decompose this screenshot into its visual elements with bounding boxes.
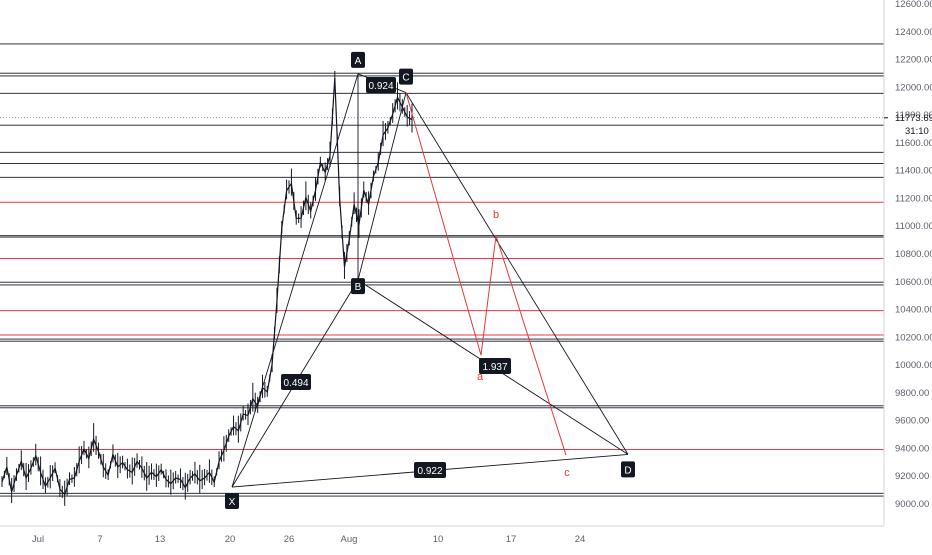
point-c-label-bg xyxy=(399,68,413,85)
time-tick-label: 20 xyxy=(225,534,236,545)
time-axis[interactable]: Jul 7 13 20 26 Aug 10 17 24 xyxy=(0,525,884,545)
point-b-label: B xyxy=(351,278,365,295)
price-tick-label: 10000.00 xyxy=(895,360,932,371)
time-tick-label: 24 xyxy=(575,534,586,545)
pattern-leg-xa xyxy=(231,73,359,488)
ratio-bd-label-bg xyxy=(479,358,511,374)
time-tick-label: Aug xyxy=(341,534,358,545)
point-d-label-bg xyxy=(621,461,635,478)
pattern-leg-cd xyxy=(405,92,629,455)
point-x-label-text: X xyxy=(229,497,236,508)
price-tick-label: 12600.00 xyxy=(895,0,932,10)
ratio-xb-label-bg xyxy=(281,374,311,390)
time-tick-label: 26 xyxy=(284,534,295,545)
countdown-label: 31:10 xyxy=(905,126,929,137)
price-tick-label: 11200.00 xyxy=(895,193,932,204)
price-tick-label: 10200.00 xyxy=(895,332,932,343)
ratio-ac-label-bg xyxy=(366,77,396,93)
price-tick-label: 11000.00 xyxy=(895,221,932,232)
price-tick-label: 9400.00 xyxy=(895,443,929,454)
point-x-label: X xyxy=(225,493,239,510)
price-tick-label: 11600.00 xyxy=(895,138,932,149)
point-a-label: A xyxy=(351,51,365,68)
point-d-label: D xyxy=(621,461,635,478)
projection-a-label: a xyxy=(477,371,484,383)
projection-c-label: c xyxy=(564,467,570,479)
time-tick-label: 17 xyxy=(506,534,517,545)
price-tick-label: 12000.00 xyxy=(895,82,932,93)
point-c-label: C xyxy=(399,68,413,85)
price-tick-label: 9200.00 xyxy=(895,471,929,482)
point-a-label-text: A xyxy=(355,56,362,67)
price-tick-label: 10800.00 xyxy=(895,249,932,260)
price-tick-label: 12200.00 xyxy=(895,55,932,66)
time-tick-label: 7 xyxy=(97,534,102,545)
ratio-ac-label: 0.924 xyxy=(366,77,396,93)
pattern-labels: X A B C D 0.924 0.494 1.937 0.922 a b c xyxy=(225,51,635,510)
ratio-ac-label-text: 0.924 xyxy=(368,81,393,92)
ratio-xd-label-text: 0.922 xyxy=(417,466,442,477)
price-tick-label: 9600.00 xyxy=(895,416,929,427)
price-tick-label: 10600.00 xyxy=(895,277,932,288)
projection-path xyxy=(405,92,567,456)
time-tick-label: 13 xyxy=(155,534,166,545)
point-b-label-bg xyxy=(351,278,365,295)
current-price-label: 11773.69 xyxy=(895,113,932,124)
horizontal-levels xyxy=(0,43,884,497)
price-tick-label: 9800.00 xyxy=(895,388,929,399)
price-tick-label: 11800.00 xyxy=(895,110,932,121)
point-b-label-text: B xyxy=(355,282,362,293)
ratio-xb-label: 0.494 xyxy=(281,374,311,390)
time-tick-label: Jul xyxy=(32,534,44,545)
abc-projection xyxy=(405,92,567,456)
point-d-label-text: D xyxy=(624,465,631,476)
price-tick-label: 9000.00 xyxy=(895,499,929,510)
ratio-xd-label: 0.922 xyxy=(414,462,446,478)
point-x-label-bg xyxy=(225,493,239,510)
projection-b-label: b xyxy=(493,209,499,221)
ratio-bd-label-text: 1.937 xyxy=(482,362,507,373)
price-tick-label: 11400.00 xyxy=(895,166,932,177)
price-axis[interactable]: 12600.00 12400.00 12200.00 12000.00 11800.00… xyxy=(883,0,932,525)
point-c-label-text: C xyxy=(402,73,409,84)
ratio-xb-label-text: 0.494 xyxy=(283,378,308,389)
price-tick-label: 10400.00 xyxy=(895,305,932,316)
pattern-leg-bc xyxy=(357,92,407,281)
ratio-bd-label: 1.937 xyxy=(479,358,511,374)
ratio-xd-label-bg xyxy=(414,462,446,478)
point-a-label-bg xyxy=(351,51,365,68)
price-tick-label: 12400.00 xyxy=(895,27,932,38)
candles xyxy=(1,71,413,506)
time-tick-label: 10 xyxy=(433,534,444,545)
